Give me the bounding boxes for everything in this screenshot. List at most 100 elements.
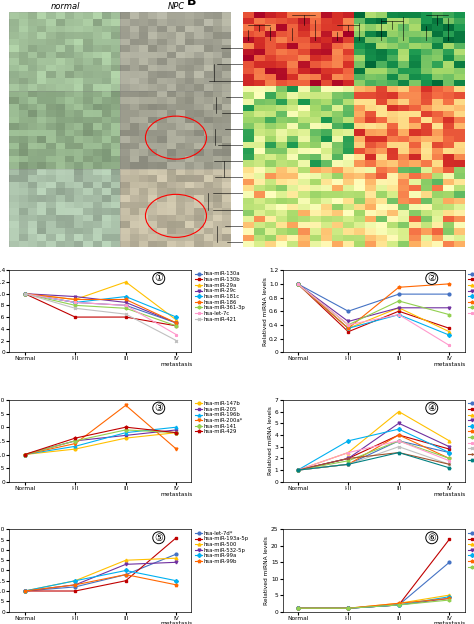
Bar bbox=[222, 228, 231, 234]
Bar bbox=[139, 208, 148, 215]
Bar bbox=[65, 84, 74, 90]
hsa-miR-625 bbox=[346, 324, 351, 332]
Bar bbox=[93, 77, 102, 84]
Bar bbox=[65, 195, 74, 202]
hsa-miR-34c-5p bbox=[396, 283, 401, 291]
Bar bbox=[28, 45, 37, 52]
Bar bbox=[83, 202, 93, 208]
Bar bbox=[56, 65, 65, 71]
Bar bbox=[176, 124, 185, 130]
Bar bbox=[185, 202, 194, 208]
Bar bbox=[56, 26, 65, 32]
hsa-miR-20a* bbox=[295, 466, 301, 474]
Bar bbox=[176, 228, 185, 234]
Bar bbox=[46, 221, 56, 228]
Bar bbox=[46, 169, 56, 175]
Bar bbox=[46, 117, 56, 124]
Bar bbox=[222, 32, 231, 39]
hsa-miR-34a* bbox=[295, 466, 301, 474]
Bar bbox=[28, 97, 37, 104]
Bar bbox=[148, 234, 157, 241]
hsa-miR-421 bbox=[73, 305, 78, 312]
Bar bbox=[83, 71, 93, 77]
hsa-miR-141 bbox=[173, 429, 179, 436]
Line: hsa-let-7c: hsa-let-7c bbox=[23, 292, 178, 336]
Bar bbox=[111, 241, 120, 247]
Bar bbox=[37, 39, 46, 45]
Bar bbox=[65, 65, 74, 71]
Bar bbox=[19, 195, 28, 202]
Bar bbox=[213, 228, 222, 234]
Bar bbox=[46, 130, 56, 136]
Line: hsa-miR-34c-5p: hsa-miR-34c-5p bbox=[296, 283, 451, 329]
Bar bbox=[74, 143, 83, 149]
Bar bbox=[28, 228, 37, 234]
Bar bbox=[130, 45, 139, 52]
Bar bbox=[176, 65, 185, 71]
hsa-miR-18a* bbox=[295, 466, 301, 474]
Bar bbox=[130, 149, 139, 156]
Bar bbox=[56, 12, 65, 19]
Bar bbox=[194, 124, 204, 130]
hsa-miR-483-3p bbox=[396, 600, 401, 607]
Bar bbox=[204, 143, 213, 149]
hsa-miR-32 bbox=[295, 280, 301, 288]
Bar bbox=[167, 130, 176, 136]
Bar bbox=[46, 77, 56, 84]
hsa-miR-149 bbox=[295, 466, 301, 474]
Bar bbox=[19, 97, 28, 104]
Bar bbox=[185, 110, 194, 117]
Bar bbox=[46, 202, 56, 208]
Bar bbox=[56, 130, 65, 136]
Bar bbox=[19, 228, 28, 234]
Bar bbox=[176, 84, 185, 90]
hsa-miR-193a-5p bbox=[73, 587, 78, 595]
Bar bbox=[139, 65, 148, 71]
Bar bbox=[194, 26, 204, 32]
Bar bbox=[65, 143, 74, 149]
hsa-miR-149 bbox=[447, 461, 452, 468]
hsa-miR-18a bbox=[447, 443, 452, 451]
hsa-miR-18a bbox=[295, 466, 301, 474]
Bar bbox=[83, 241, 93, 247]
Bar bbox=[167, 77, 176, 84]
Bar bbox=[46, 84, 56, 90]
Bar bbox=[185, 156, 194, 162]
Bar bbox=[83, 39, 93, 45]
Bar bbox=[9, 143, 19, 149]
hsa-miR-500 bbox=[22, 587, 27, 595]
Bar bbox=[120, 90, 231, 169]
Bar bbox=[28, 65, 37, 71]
Bar bbox=[148, 136, 157, 143]
Bar bbox=[185, 208, 194, 215]
Bar bbox=[185, 182, 194, 188]
Bar bbox=[148, 104, 157, 110]
Bar bbox=[83, 90, 93, 97]
Bar bbox=[167, 202, 176, 208]
Bar bbox=[46, 175, 56, 182]
Bar bbox=[19, 117, 28, 124]
Bar bbox=[37, 241, 46, 247]
Bar bbox=[28, 110, 37, 117]
Bar bbox=[37, 117, 46, 124]
Bar bbox=[185, 32, 194, 39]
Bar bbox=[130, 12, 139, 19]
Bar bbox=[37, 175, 46, 182]
Bar bbox=[56, 71, 65, 77]
Bar bbox=[176, 52, 185, 58]
Bar bbox=[46, 234, 56, 241]
Text: ⑥: ⑥ bbox=[428, 533, 436, 543]
Bar bbox=[194, 104, 204, 110]
hsa-miR-99b bbox=[22, 587, 27, 595]
Bar bbox=[213, 58, 222, 65]
Bar bbox=[19, 221, 28, 228]
Bar bbox=[111, 202, 120, 208]
Bar bbox=[9, 90, 19, 97]
Text: ③: ③ bbox=[155, 403, 163, 413]
hsa-miR-99a bbox=[22, 587, 27, 595]
hsa-miR-339-5p bbox=[396, 449, 401, 456]
Bar bbox=[37, 130, 46, 136]
Bar bbox=[176, 162, 185, 169]
Bar bbox=[167, 84, 176, 90]
Bar bbox=[148, 208, 157, 215]
